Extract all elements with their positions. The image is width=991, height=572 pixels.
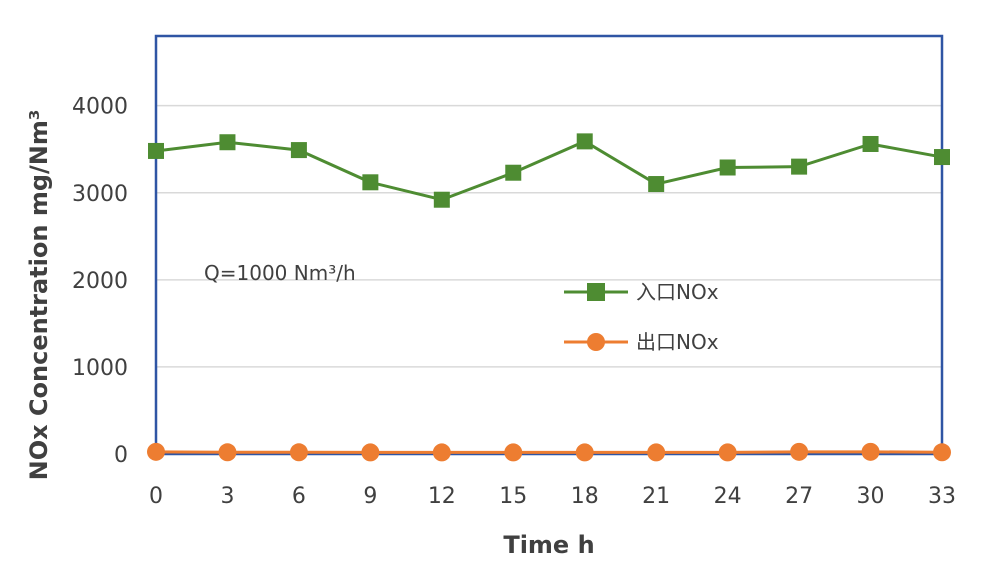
x-tick-label: 6 xyxy=(292,484,306,509)
x-tick-label: 0 xyxy=(149,484,163,509)
legend-label-outlet: 出口NOx xyxy=(636,330,719,354)
data-point xyxy=(147,442,165,461)
data-point xyxy=(433,191,450,208)
data-point xyxy=(790,442,809,461)
x-tick-label: 9 xyxy=(363,484,377,509)
data-point xyxy=(719,159,736,176)
x-tick-label: 21 xyxy=(642,484,670,509)
data-point xyxy=(647,443,666,462)
data-point xyxy=(361,443,380,462)
data-point xyxy=(791,158,808,175)
data-point xyxy=(290,142,307,159)
y-tick-label: 0 xyxy=(114,443,128,468)
x-tick-label: 18 xyxy=(571,484,599,509)
data-point xyxy=(648,176,665,193)
data-point xyxy=(432,443,451,462)
gridlines xyxy=(156,104,942,368)
x-tick-label: 30 xyxy=(857,484,885,509)
data-point xyxy=(148,142,164,159)
y-tick-label: 1000 xyxy=(72,356,128,381)
data-point xyxy=(218,443,237,462)
data-point xyxy=(861,442,880,461)
data-point xyxy=(862,135,879,152)
legend-marker-inlet xyxy=(587,283,605,301)
y-tick-label: 3000 xyxy=(72,182,128,207)
data-point xyxy=(289,443,308,462)
x-tick-label: 27 xyxy=(785,484,813,509)
data-point xyxy=(219,134,236,151)
x-axis-title: Time h xyxy=(503,531,594,559)
x-tick-label: 15 xyxy=(499,484,527,509)
y-tick-label: 2000 xyxy=(72,269,128,294)
y-axis-ticks: 0 1000 2000 3000 4000 xyxy=(72,95,128,468)
y-tick-label: 4000 xyxy=(72,95,128,120)
plot-area-frame xyxy=(154,34,944,456)
y-axis-title: NOx Concentration mg/Nm³ xyxy=(25,110,53,481)
data-point xyxy=(575,443,594,462)
data-point xyxy=(933,443,951,462)
annotation-flow-rate: Q=1000 Nm³/h xyxy=(204,261,356,285)
series-0 xyxy=(148,133,950,208)
data-point xyxy=(934,149,950,166)
series-line-0 xyxy=(155,139,943,202)
legend: 入口NOx 出口NOx xyxy=(564,280,719,354)
x-tick-label: 3 xyxy=(220,484,234,509)
series-layer xyxy=(147,133,951,462)
data-point xyxy=(504,443,523,462)
x-axis-ticks: 0 3 6 9 12 15 18 21 24 27 30 33 xyxy=(149,484,956,509)
legend-label-inlet: 入口NOx xyxy=(636,280,719,304)
data-point xyxy=(362,174,379,191)
series-line-1 xyxy=(155,450,943,454)
x-tick-label: 24 xyxy=(714,484,742,509)
x-tick-label: 33 xyxy=(928,484,956,509)
legend-marker-outlet xyxy=(587,333,605,351)
data-point xyxy=(505,164,522,181)
x-tick-label: 12 xyxy=(428,484,456,509)
series-1 xyxy=(147,442,951,462)
data-point xyxy=(718,443,737,462)
data-point xyxy=(576,133,593,150)
